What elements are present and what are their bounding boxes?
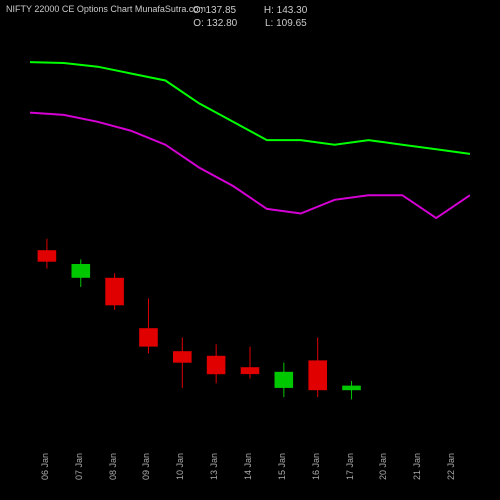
x-axis-label: 08 Jan	[108, 453, 118, 480]
low-label: L:	[265, 17, 273, 30]
x-axis-labels: 06 Jan 07 Jan 08 Jan 09 Jan 10 Jan 13 Jan 14 J…	[30, 430, 470, 500]
x-axis-label: 22 Jan	[446, 453, 456, 480]
high-value: 143.30	[277, 4, 308, 17]
x-axis-label: 09 Jan	[141, 453, 151, 480]
x-axis-label: 10 Jan	[175, 453, 185, 480]
x-axis-label: 17 Jan	[345, 453, 355, 480]
candle-body	[308, 360, 327, 390]
open-value: 132.80	[207, 17, 238, 30]
close-label: C:	[193, 4, 203, 17]
candle-body	[241, 367, 260, 374]
candle-body	[342, 386, 361, 391]
candle-body	[72, 264, 91, 278]
open-label: O:	[193, 17, 204, 30]
candle-body	[105, 278, 124, 306]
candle-body	[139, 328, 158, 346]
candle-body	[207, 356, 226, 374]
upper_band-line	[30, 62, 470, 154]
x-axis-label: 16 Jan	[311, 453, 321, 480]
x-axis-label: 20 Jan	[378, 453, 388, 480]
x-axis-label: 15 Jan	[277, 453, 287, 480]
price-chart	[30, 30, 470, 420]
lower_band-line	[30, 113, 470, 219]
x-axis-label: 07 Jan	[74, 453, 84, 480]
low-value: 109.65	[276, 17, 307, 30]
candle-body	[173, 351, 192, 363]
x-axis-label: 21 Jan	[412, 453, 422, 480]
close-value: 137.85	[206, 4, 237, 17]
ohlc-readout: C: 137.85 H: 143.30 O: 132.80 L: 109.65	[0, 4, 500, 30]
candle-body	[275, 372, 294, 388]
x-axis-label: 13 Jan	[209, 453, 219, 480]
x-axis-label: 14 Jan	[243, 453, 253, 480]
high-label: H:	[264, 4, 274, 17]
candle-body	[38, 250, 57, 262]
x-axis-label: 06 Jan	[40, 453, 50, 480]
